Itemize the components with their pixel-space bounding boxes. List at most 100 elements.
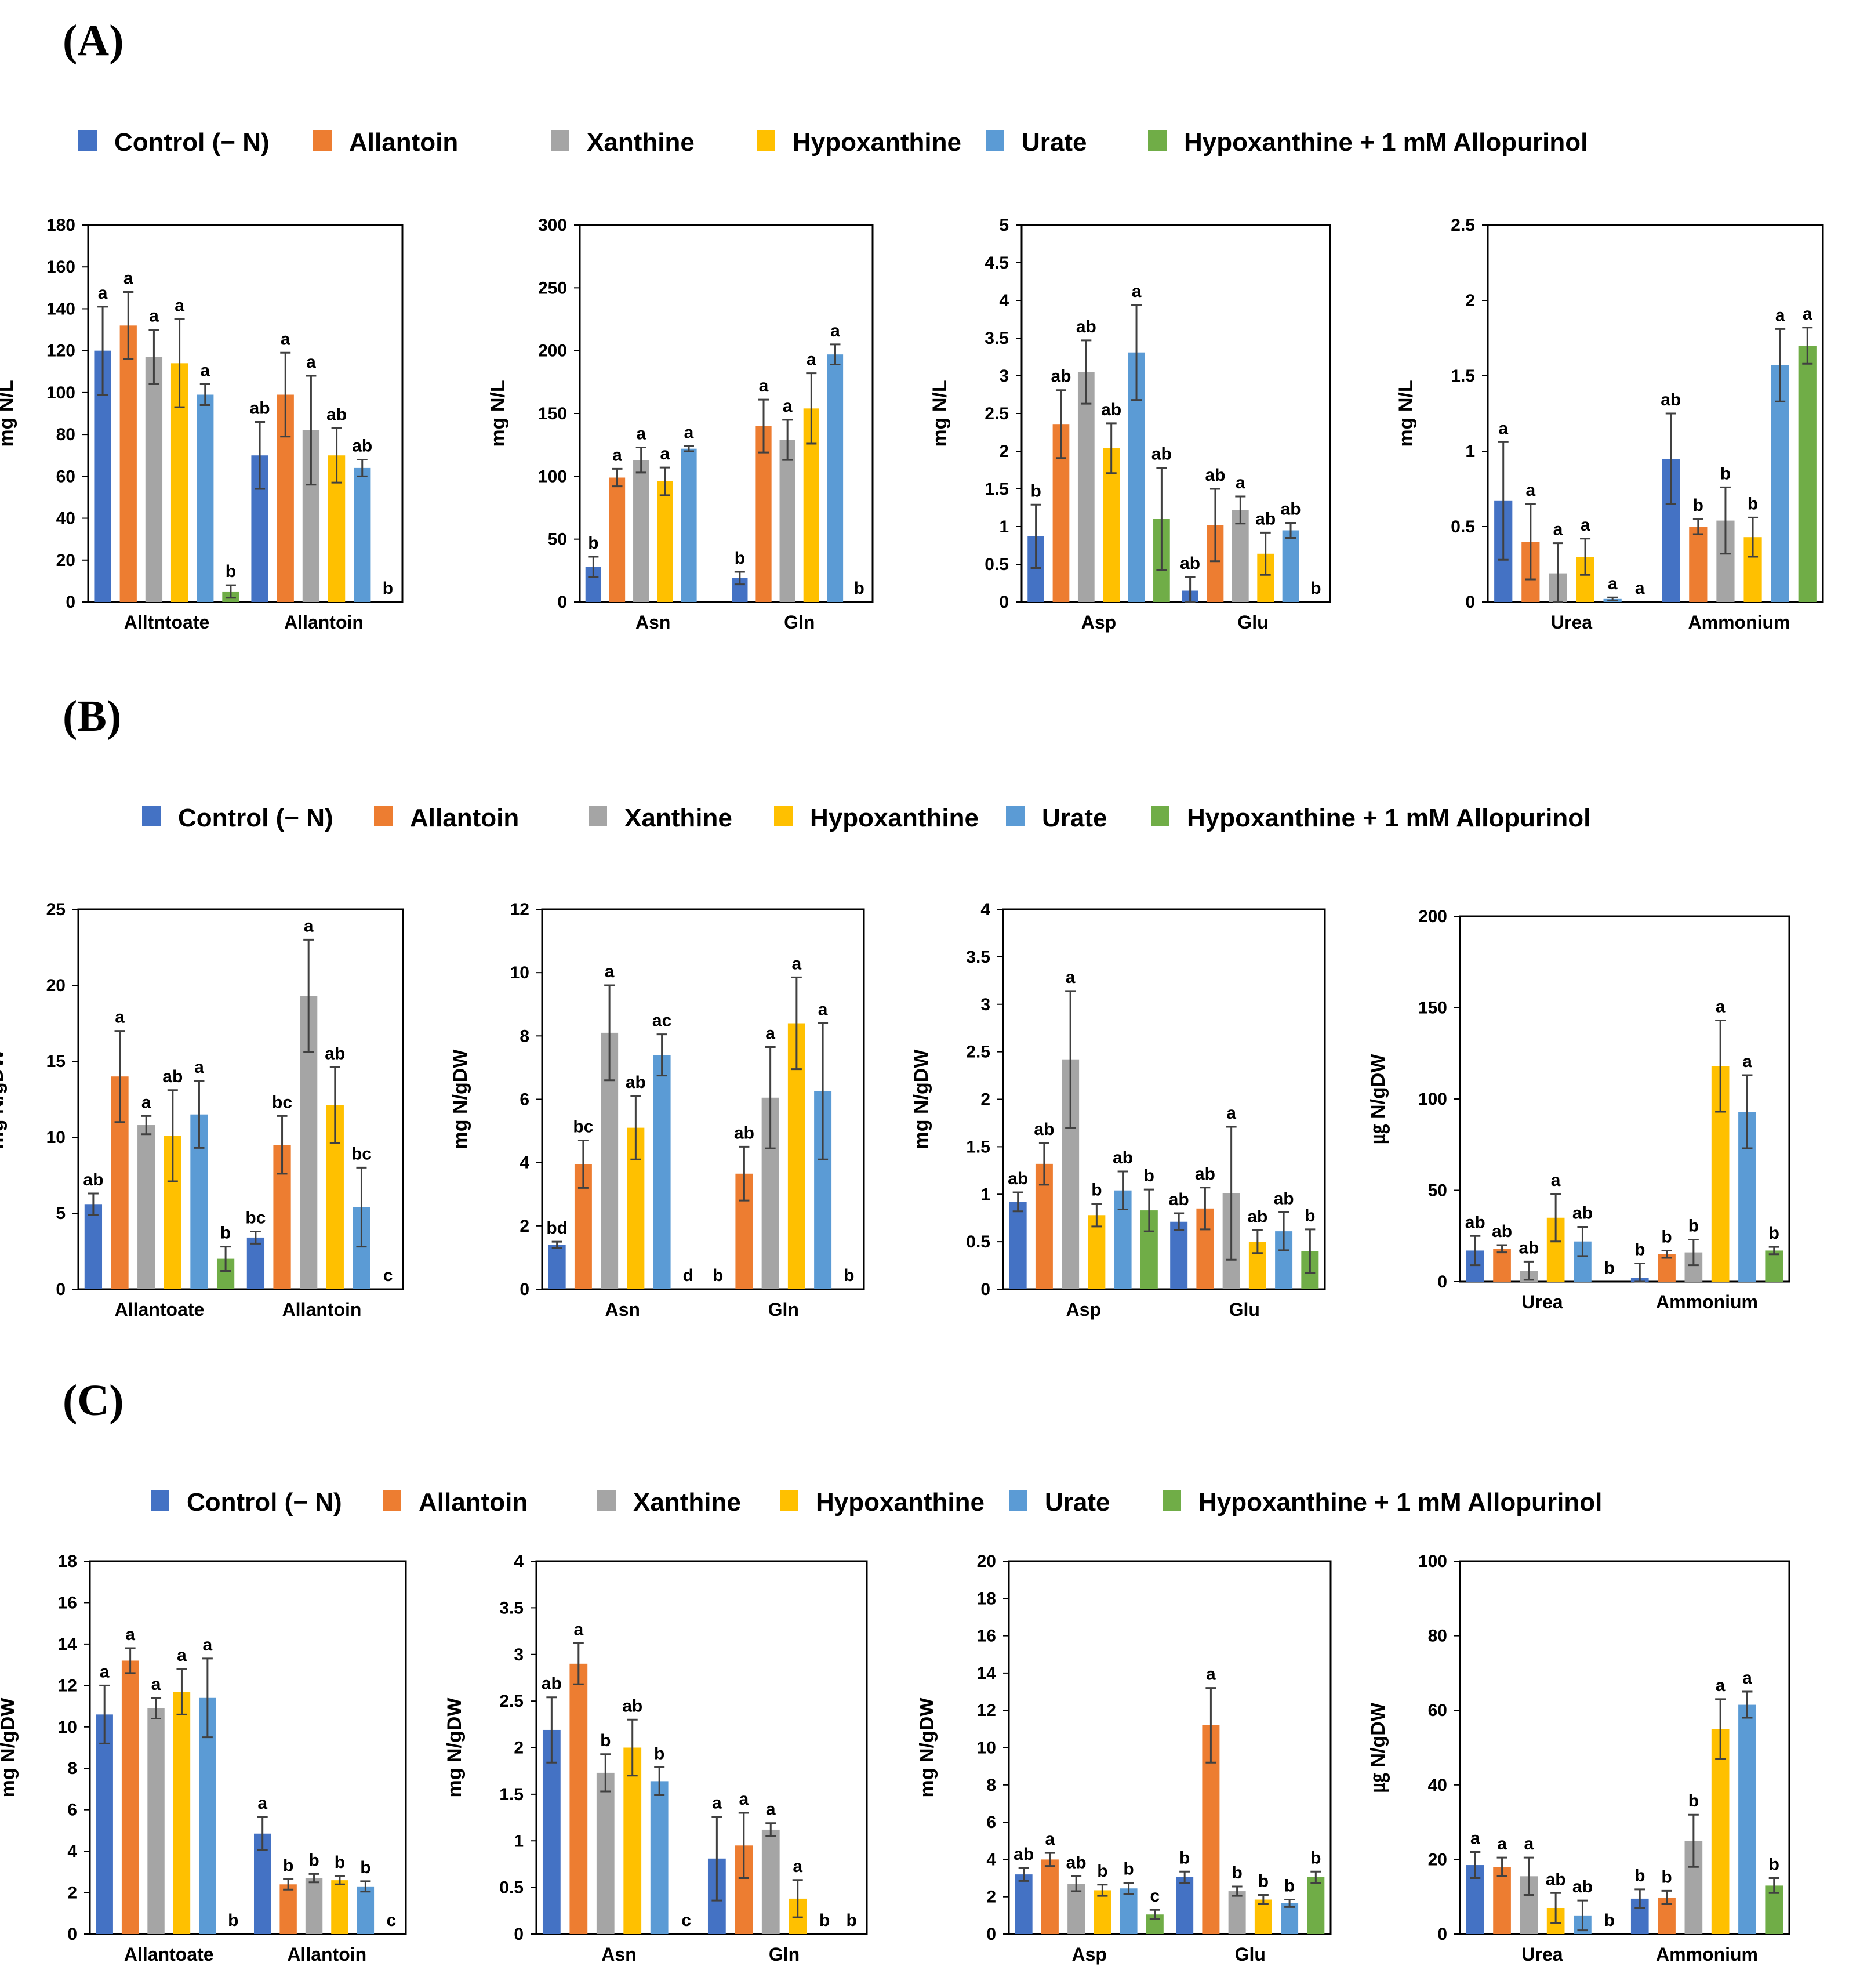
y-tick-label: 6 xyxy=(986,1813,996,1832)
significance-label: ab xyxy=(1572,1204,1593,1223)
significance-label: b xyxy=(383,579,393,598)
y-axis-label: mg N/gDW xyxy=(916,1697,938,1798)
legend-label-1-4: Urate xyxy=(1042,804,1107,832)
y-tick-label: 0 xyxy=(66,593,75,612)
legend-label-2-3: Hypoxanthine xyxy=(816,1488,985,1517)
significance-label: a xyxy=(1551,1171,1561,1190)
y-tick-label: 1 xyxy=(1465,442,1475,461)
significance-label: a xyxy=(1226,1104,1236,1123)
bar-glu-4 xyxy=(1281,1903,1299,1934)
significance-label: c xyxy=(383,1266,393,1285)
y-axis-label: mg N/gDW xyxy=(444,1697,466,1798)
bar-asp-2 xyxy=(1067,1884,1085,1934)
y-tick-label: 200 xyxy=(538,342,567,361)
y-tick-label: 2 xyxy=(980,1090,990,1109)
significance-label: a xyxy=(612,445,622,465)
significance-label: b xyxy=(1232,1863,1242,1882)
y-tick-label: 20 xyxy=(56,551,75,570)
bar-glu-0 xyxy=(1170,1221,1188,1289)
significance-label: b xyxy=(226,562,236,581)
y-tick-label: 18 xyxy=(58,1552,77,1571)
significance-label: a xyxy=(194,1058,204,1077)
significance-label: b xyxy=(1123,1860,1134,1879)
significance-label: bc xyxy=(573,1117,593,1136)
y-tick-label: 1 xyxy=(999,517,1009,536)
y-tick-label: 14 xyxy=(58,1635,78,1654)
y-tick-label: 8 xyxy=(520,1026,529,1046)
y-tick-label: 12 xyxy=(58,1676,77,1695)
legend-label-1-1: Allantoin xyxy=(410,804,519,832)
plot-frame xyxy=(87,224,404,603)
y-axis-label: ㎍ N/gDW xyxy=(1367,1054,1390,1144)
legend-label-2-4: Urate xyxy=(1045,1488,1110,1517)
bar-asp-2 xyxy=(1077,372,1095,602)
legend-swatch-2-2 xyxy=(597,1490,616,1511)
significance-label: a xyxy=(807,350,816,369)
significance-label: ab xyxy=(1519,1238,1539,1257)
significance-label: a xyxy=(783,397,793,416)
legend-swatch-1-2 xyxy=(589,806,607,826)
significance-label: b xyxy=(1310,1848,1321,1867)
y-axis-label: mg N/gDW xyxy=(0,1049,8,1149)
bar-alltntoate-1 xyxy=(119,325,137,602)
significance-label: a xyxy=(115,1008,125,1027)
bar-allantoin-1 xyxy=(279,1884,297,1934)
legend-label-0-5: Hypoxanthine + 1 mM Allopurinol xyxy=(1184,128,1588,157)
significance-label: b xyxy=(1720,464,1731,483)
significance-label: a xyxy=(306,353,316,372)
y-tick-label: 0 xyxy=(999,593,1009,612)
bar-asn-0 xyxy=(548,1245,566,1289)
significance-label: ab xyxy=(542,1674,562,1693)
category-label: Alltntoate xyxy=(124,612,210,633)
significance-label: b xyxy=(1634,1866,1645,1885)
category-label: Allantoate xyxy=(115,1299,205,1320)
y-tick-label: 8 xyxy=(67,1759,77,1778)
bar-allantoate-0 xyxy=(96,1714,113,1934)
significance-label: a xyxy=(149,307,159,326)
significance-label: b xyxy=(713,1266,723,1285)
legend-swatch-2-4 xyxy=(1009,1490,1027,1511)
bar-ammonium-4 xyxy=(1771,365,1789,602)
y-tick-label: 8 xyxy=(986,1776,996,1795)
significance-label: ab xyxy=(162,1067,183,1086)
y-tick-label: 140 xyxy=(46,299,75,318)
y-axis-label: mg N/L xyxy=(929,380,951,447)
significance-label: b xyxy=(360,1858,370,1877)
bar-asn-1 xyxy=(609,477,626,602)
significance-label: b xyxy=(1634,1240,1645,1260)
significance-label: a xyxy=(1635,579,1645,598)
category-label: Asp xyxy=(1072,1944,1107,1965)
bar-allantoate-3 xyxy=(173,1692,191,1934)
significance-label: bd xyxy=(546,1218,568,1238)
y-tick-label: 0 xyxy=(1437,1925,1447,1944)
y-tick-label: 4 xyxy=(980,900,990,919)
y-tick-label: 0 xyxy=(1437,1272,1447,1292)
significance-label: c xyxy=(1150,1887,1160,1906)
significance-label: b xyxy=(1097,1862,1107,1881)
significance-label: a xyxy=(281,329,290,349)
bar-gln-4 xyxy=(827,354,844,602)
plot-frame xyxy=(89,1560,407,1935)
significance-label: b xyxy=(228,1911,238,1930)
significance-label: a xyxy=(830,321,840,340)
legend-label-0-3: Hypoxanthine xyxy=(793,128,961,157)
y-axis-label: ㎍ N/gDW xyxy=(1367,1702,1390,1793)
significance-label: ab xyxy=(626,1073,646,1092)
bar-glu-4 xyxy=(1282,530,1299,602)
bar-allantoin-0 xyxy=(246,1237,265,1289)
significance-label: a xyxy=(1524,1834,1534,1853)
bar-glu-5 xyxy=(1307,1877,1325,1934)
y-tick-label: 1.5 xyxy=(985,480,1009,499)
bar-asn-4 xyxy=(650,1781,669,1934)
y-tick-label: 20 xyxy=(1428,1850,1447,1869)
significance-label: ab xyxy=(1274,1189,1294,1208)
y-tick-label: 5 xyxy=(999,216,1009,235)
significance-label: a xyxy=(793,1857,802,1876)
y-axis-label: mg N/gDW xyxy=(0,1697,19,1798)
significance-label: a xyxy=(1132,282,1142,301)
significance-label: ab xyxy=(1101,400,1121,419)
